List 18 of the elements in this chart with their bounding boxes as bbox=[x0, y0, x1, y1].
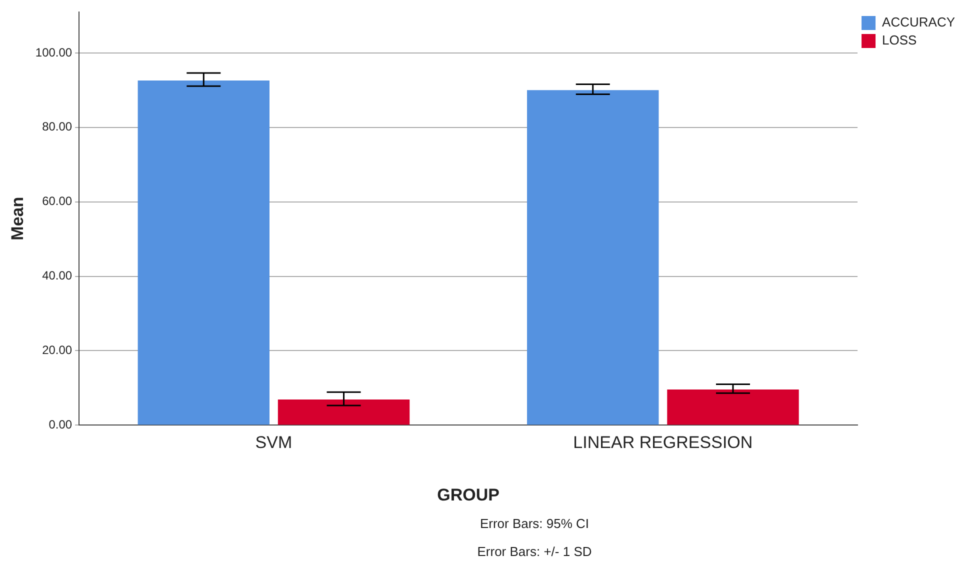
y-tick-label: 40.00 bbox=[42, 268, 72, 283]
text: Error Bars: 95% CI bbox=[478, 515, 590, 533]
y-tick-label: 0.00 bbox=[48, 418, 72, 432]
legend-label: LOSS bbox=[882, 32, 918, 48]
y-tick-label: 20.00 bbox=[42, 343, 72, 358]
y-tick-label: 60.00 bbox=[42, 194, 72, 208]
x-tick-label: LINEAR REGRESSION bbox=[573, 433, 753, 452]
bar bbox=[278, 400, 410, 425]
x-tick-label: SVM bbox=[255, 433, 292, 452]
legend-label: ACCURACY bbox=[882, 14, 956, 30]
text: Error Bars: +/- 1 SD bbox=[476, 543, 593, 561]
y-axis-title: Mean bbox=[8, 196, 27, 240]
y-tick-label: 100.00 bbox=[35, 45, 72, 60]
y-tick-label: 80.00 bbox=[42, 120, 72, 134]
bar bbox=[667, 389, 799, 425]
x-axis-title: GROUP bbox=[437, 485, 500, 504]
bar bbox=[138, 80, 270, 425]
bar bbox=[527, 90, 659, 425]
